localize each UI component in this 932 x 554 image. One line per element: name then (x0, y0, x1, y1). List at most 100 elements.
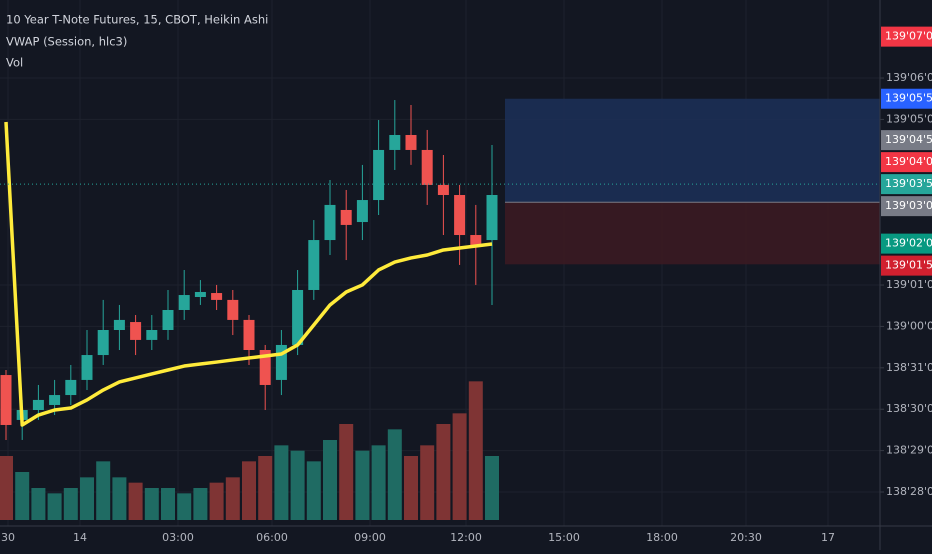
candle-body (162, 309, 174, 330)
price-marker (881, 152, 932, 173)
y-tick-label: 138'30'0 (886, 402, 932, 415)
candle-body (194, 291, 206, 298)
price-marker (881, 88, 932, 109)
x-tick-label: 12:00 (450, 531, 482, 544)
candle-body (421, 149, 433, 185)
vwap-legend: VWAP (Session, hlc3) (6, 35, 127, 49)
volume-legend: Vol (6, 56, 23, 70)
candle-body (97, 329, 109, 356)
candle-body (308, 240, 320, 290)
y-tick-label: 139'05'0 (886, 112, 932, 125)
price-marker-label: 139'02'0 (885, 237, 932, 250)
volume-bar (387, 429, 402, 520)
x-tick-label: 18:00 (646, 531, 678, 544)
price-marker-label: 139'04'5 (885, 133, 932, 146)
x-tick-label: 14 (73, 531, 87, 544)
y-tick-label: 139'06'0 (886, 71, 932, 84)
candle-body (259, 350, 271, 385)
candle-body (470, 235, 482, 245)
price-marker-label: 139'05'5 (885, 92, 932, 105)
x-tick-label: 15:00 (548, 531, 580, 544)
candle-body (0, 375, 12, 425)
volume-bar (80, 477, 94, 520)
price-marker (881, 130, 932, 151)
x-tick-label: 20:30 (730, 531, 762, 544)
volume-bar (290, 450, 305, 520)
volume-bar (306, 461, 321, 520)
price-marker-label: 139'04'0 (885, 155, 932, 168)
volume-bar (468, 381, 483, 520)
candle-body (275, 344, 287, 380)
candle-body (389, 134, 401, 150)
volume-bar (258, 456, 273, 520)
volume-bar (225, 477, 240, 520)
volume-bar (31, 488, 46, 520)
volume-bar (436, 424, 451, 520)
candle-body (178, 295, 190, 310)
volume-bar (420, 445, 435, 520)
volume-pane (0, 381, 499, 520)
volume-bar (404, 456, 418, 520)
volume-bar (193, 488, 208, 520)
y-tick-label: 138'28'0 (886, 485, 932, 498)
candle-body (49, 395, 61, 405)
volume-bar (63, 488, 78, 520)
volume-bar (47, 493, 62, 520)
volume-bar (355, 450, 370, 520)
candle-body (113, 319, 125, 330)
price-marker (881, 196, 932, 217)
volume-bar (242, 461, 256, 520)
candle-body (227, 299, 239, 320)
volume-bar (274, 445, 289, 520)
candle-body (32, 399, 44, 411)
candle-body (146, 329, 158, 340)
volume-bar (112, 477, 127, 520)
title: 10 Year T-Note Futures, 15, CBOT, Heikin… (6, 13, 268, 27)
candle-body (437, 184, 449, 196)
position (505, 98, 880, 265)
candle-body (324, 204, 336, 241)
x-tick-label: 03:00 (162, 531, 194, 544)
candle-body (356, 200, 368, 223)
volume-bar (161, 488, 175, 520)
profit-zone (505, 98, 880, 203)
y-tick-label: 139'00'0 (886, 319, 932, 332)
candle-body (454, 195, 466, 236)
volume-bar (0, 456, 13, 520)
x-tick-label: 17 (821, 531, 835, 544)
price-marker (881, 174, 932, 195)
volume-bar (323, 440, 337, 520)
volume-bar (485, 456, 499, 520)
volume-bar (144, 488, 159, 520)
candle-body (292, 289, 304, 345)
x-tick-label: 30 (1, 531, 15, 544)
price-marker-label: 139'03'5 (885, 177, 932, 190)
candle-body (486, 195, 498, 241)
candle-body (81, 355, 93, 380)
x-tick-label: 06:00 (256, 531, 288, 544)
candle-body (243, 319, 255, 350)
volume-bar (209, 482, 224, 520)
loss-zone (505, 202, 880, 265)
price-marker (881, 233, 932, 254)
volume-bar (452, 413, 467, 520)
volume-bar (177, 493, 192, 520)
price-marker-label: 139'03'0 (885, 199, 932, 212)
candle-body (340, 209, 352, 225)
volume-bar (15, 472, 30, 520)
volume-bar (339, 424, 354, 520)
candle-body (373, 149, 385, 201)
y-tick-label: 139'01'0 (886, 278, 932, 291)
candle-body (405, 134, 417, 150)
price-marker (881, 26, 932, 47)
candle-body (130, 322, 142, 340)
candle-body (211, 293, 223, 300)
y-tick-label: 138'29'0 (886, 444, 932, 457)
volume-bar (128, 482, 143, 520)
price-marker (881, 255, 932, 276)
volume-bar (96, 461, 111, 520)
volume-bar (371, 445, 386, 520)
